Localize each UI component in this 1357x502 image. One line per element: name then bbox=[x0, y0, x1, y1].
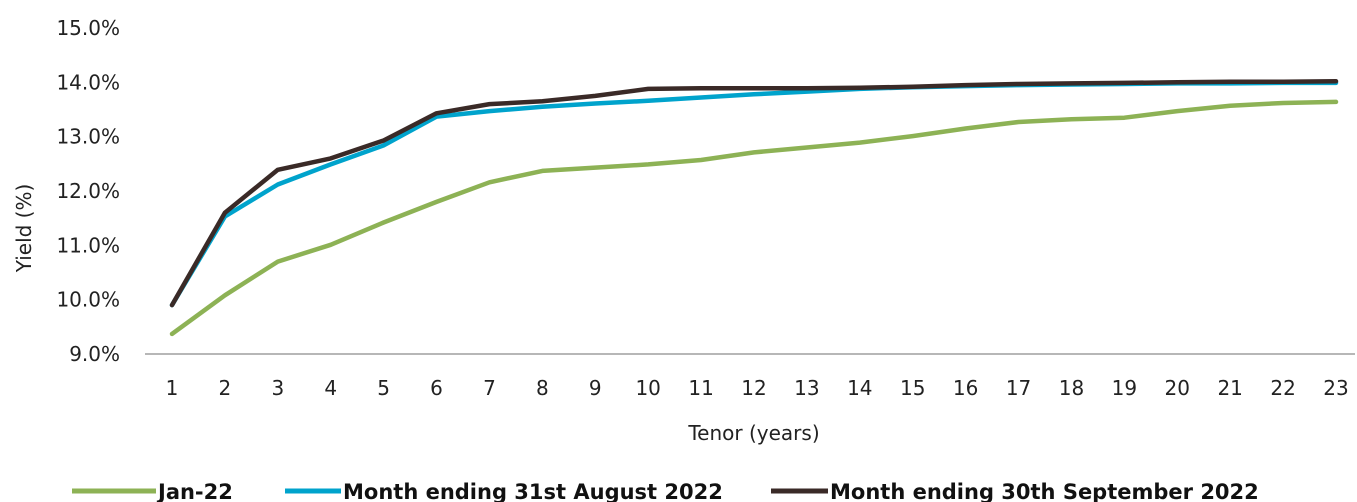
x-tick-label: 20 bbox=[1165, 376, 1190, 400]
x-tick-label: 3 bbox=[271, 376, 284, 400]
x-tick-label: 5 bbox=[377, 376, 390, 400]
legend-label-3: Month ending 30th September 2022 bbox=[830, 480, 1259, 502]
x-tick-label: 2 bbox=[219, 376, 232, 400]
y-tick-label: 14.0% bbox=[56, 70, 120, 94]
x-tick-label: 7 bbox=[483, 376, 496, 400]
y-tick-label: 9.0% bbox=[69, 342, 120, 366]
legend-label-2: Month ending 31st August 2022 bbox=[343, 480, 723, 502]
x-tick-label: 18 bbox=[1059, 376, 1084, 400]
x-tick-label: 12 bbox=[741, 376, 766, 400]
y-axis-ticks: 9.0% 10.0% 11.0% 12.0% 13.0% 14.0% 15.0% bbox=[56, 16, 120, 366]
x-tick-label: 6 bbox=[430, 376, 443, 400]
legend-label-1: Jan-22 bbox=[156, 480, 233, 502]
y-tick-label: 12.0% bbox=[56, 179, 120, 203]
y-axis-title: Yield (%) bbox=[12, 184, 36, 274]
x-tick-label: 1 bbox=[166, 376, 179, 400]
y-tick-label: 11.0% bbox=[56, 233, 120, 257]
y-tick-label: 10.0% bbox=[56, 288, 120, 312]
series-lines bbox=[169, 78, 1339, 337]
series-line-2 bbox=[169, 80, 1339, 308]
x-tick-label: 19 bbox=[1112, 376, 1137, 400]
x-tick-label: 8 bbox=[536, 376, 549, 400]
x-tick-label: 9 bbox=[589, 376, 602, 400]
x-tick-label: 10 bbox=[635, 376, 660, 400]
x-tick-label: 17 bbox=[1006, 376, 1031, 400]
x-tick-label: 13 bbox=[794, 376, 819, 400]
y-tick-label: 13.0% bbox=[56, 125, 120, 149]
x-tick-label: 4 bbox=[324, 376, 337, 400]
x-tick-label: 23 bbox=[1323, 376, 1348, 400]
x-tick-label: 22 bbox=[1270, 376, 1295, 400]
x-tick-label: 15 bbox=[900, 376, 925, 400]
x-tick-label: 21 bbox=[1217, 376, 1242, 400]
x-tick-label: 14 bbox=[847, 376, 872, 400]
y-tick-label: 15.0% bbox=[56, 16, 120, 40]
x-tick-label: 16 bbox=[953, 376, 978, 400]
x-axis-ticks: 1 2 3 4 5 6 7 8 9 10 11 12 13 14 15 16 17 18 19 20 21 22 23 bbox=[166, 376, 1349, 400]
x-tick-label: 11 bbox=[688, 376, 713, 400]
legend: Jan-22 Month ending 31st August 2022 Month… bbox=[72, 480, 1259, 502]
series-line-1 bbox=[169, 99, 1339, 337]
series-line-3 bbox=[169, 78, 1339, 308]
x-axis-title: Tenor (years) bbox=[687, 421, 819, 445]
